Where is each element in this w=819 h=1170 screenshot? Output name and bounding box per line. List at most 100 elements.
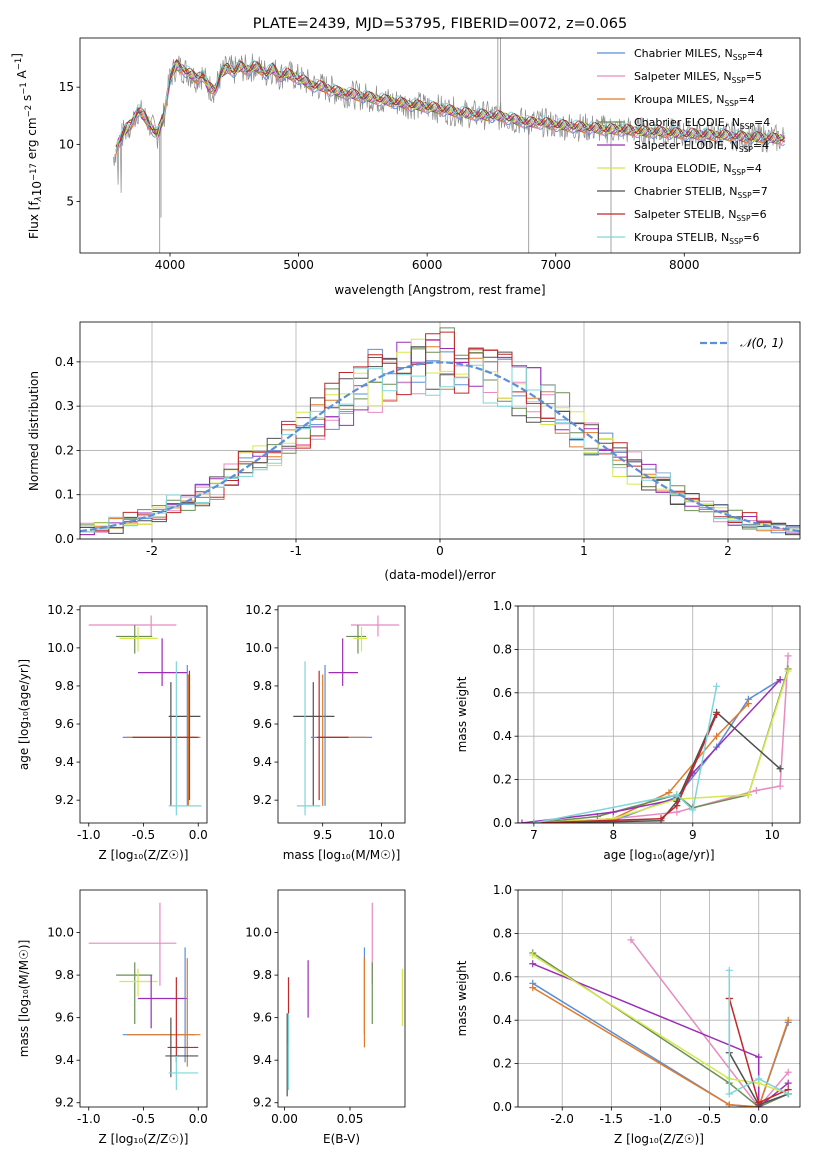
x-tick-label: 8000 [669,258,700,272]
spectrum-ylabel-part: −17 [29,163,39,181]
legend-label-chabrier-miles: Chabrier MILES, NSSP=4 [634,47,763,62]
residuals-xlabel: (data-model)/error [384,568,495,582]
weight-marker-kroupa-elodie [744,791,752,799]
weight-marker-kroupa-miles [665,789,673,797]
legend-sub: SSP [724,99,739,108]
mass_vs_Z-panel: -1.0 -0.5 0.0 9.2 9.4 9.6 9.8 10.0 Z [log₁₀(Z/Z☉… [17,889,208,1146]
y-tick-label: 9.6 [253,1011,272,1025]
mass_vs_ebv-xlabel: E(B-V) [323,1132,360,1146]
spectrum-ylabel-part: A [15,69,29,82]
weight-marker-salpeter-elodie [609,808,617,816]
legend-nssp: =6 [743,231,759,244]
y-tick-label: 10.0 [47,926,74,940]
y-tick-label: 1.0 [493,883,512,897]
residuals-legend-label: 𝒩(0, 1) [740,336,784,350]
spectrum-xlabel: wavelength [Angstrom, rest frame] [334,283,545,297]
y-tick-label: 9.8 [253,679,272,693]
y-tick-label: 10.0 [245,926,272,940]
x-tick-label: -2 [146,544,158,558]
x-tick-label: 4000 [155,258,186,272]
x-tick-label: -1.5 [600,1112,623,1126]
y-tick-label: 5 [66,195,74,209]
legend-label-salpeter-elodie: Salpeter ELODIE, NSSP=4 [634,139,769,154]
mass_vs_ebv-panel-plot-area [286,902,403,1097]
normal-curve [80,361,800,533]
weight-marker-kroupa-miles [529,984,537,992]
legend-label-chabrier-stelib: Chabrier STELIB, NSSP=7 [634,185,768,200]
x-tick-label: 1 [580,544,588,558]
weight_vs_Z-panel-tick-labels: -2.0 -1.5 -1.0 -0.5 0.0 0.0 0.2 0.4 0.6 0.8 1.0 [493,883,768,1126]
x-tick-label: 5000 [283,258,314,272]
y-tick-label: 9.8 [55,968,74,982]
legend-label-kroupa-elodie: Kroupa ELODIE, NSSP=4 [634,162,762,177]
spectrum-model-salpeter-stelib [115,59,785,150]
legend-label-kroupa-stelib: Kroupa STELIB, NSSP=6 [634,231,759,246]
legend-nssp: =4 [754,116,770,129]
x-tick-label: 7000 [540,258,571,272]
histogram-salpeter-stelib [80,331,800,532]
y-tick-label: 10.0 [47,641,74,655]
y-tick-label: 0.0 [55,532,74,546]
spectrum-legend: Chabrier MILES, NSSP=4 Salpeter MILES, NS… [597,47,770,246]
y-tick-label: 10 [59,137,74,151]
y-tick-label: 0.6 [493,970,512,984]
age_vs_mass-panel-tick-labels: 9.5 10.0 9.2 9.4 9.6 9.8 10.0 10.2 [245,603,395,842]
y-tick-label: 9.6 [253,717,272,731]
legend-sub: SSP [739,145,754,154]
x-tick-label: 0.0 [749,1112,768,1126]
legend-nssp: =4 [738,93,754,106]
weight-line-chabrier-elodie [532,952,789,1107]
weight-line-chabrier-miles [533,679,781,823]
x-tick-label: 8 [610,828,618,842]
weight-marker-kroupa-stelib [784,1090,792,1098]
y-tick-label: 9.8 [253,968,272,982]
mass_vs_ebv-panel-frame [277,889,406,1108]
age_vs_Z-panel-plot-area [88,615,202,816]
x-tick-label: 10 [765,828,780,842]
weight_vs_age-panel-tick-labels: 7 8 9 10 0.0 0.2 0.4 0.6 0.8 1.0 [493,599,780,842]
legend-label-salpeter-stelib: Salpeter STELIB, NSSP=6 [634,208,767,223]
mass_vs_Z-panel-plot-area [88,902,201,1090]
weight-line-kroupa-stelib [728,970,789,1096]
x-tick-label: -0.5 [698,1112,721,1126]
legend-label-kroupa-miles: Kroupa MILES, NSSP=4 [634,93,755,108]
weight_vs_age-ylabel: mass weight [455,676,469,752]
spectrum-panel-tick-labels: 4000 5000 6000 7000 8000 5 10 15 [59,80,700,272]
histogram-kroupa-miles [80,346,800,536]
weight-marker-kroupa-miles [744,700,752,708]
y-tick-label: 9.8 [55,679,74,693]
weight-line-kroupa-elodie [532,954,789,1095]
x-tick-label: 2 [724,544,732,558]
legend-sub: SSP [732,76,747,85]
weight-line-chabrier-elodie [533,668,789,823]
weight-marker-salpeter-stelib [755,1099,763,1107]
spectrum-ylabel-part: −2 [24,105,34,118]
legend-nssp: =7 [752,185,768,198]
legend-label-chabrier-elodie: Chabrier ELODIE, NSSP=4 [634,116,770,131]
spectrum-panel: 4000 5000 6000 7000 8000 5 10 15 wavelength [Ang… [10,37,801,297]
spectrum-model-kroupa-stelib [115,59,785,151]
residuals-panel: -2 -1 0 1 2 0.0 0.1 0.2 0.3 0.4 𝒩(0, 1) (data-model… [27,321,801,582]
weight-marker-salpeter-elodie [755,1053,763,1061]
mass_vs_ebv-panel-tick-labels: 0.00 0.05 9.2 9.4 9.6 9.8 10.0 [245,926,363,1126]
weight-marker-salpeter-miles [784,1068,792,1076]
weight_vs_Z-ylabel: mass weight [455,960,469,1036]
y-tick-label: 0.1 [55,488,74,502]
weight-marker-salpeter-miles [673,808,681,816]
age_vs_Z-ylabel: age [log₁₀(age/yr)] [17,659,31,770]
weight_vs_Z-xlabel: Z [log₁₀(Z/Z☉)] [614,1132,704,1146]
y-tick-label: 0.4 [493,729,512,743]
y-tick-label: 9.6 [55,1011,74,1025]
y-tick-label: 0.4 [55,355,74,369]
weight_vs_age-panel-frame [517,605,801,824]
weight_vs_Z-panel-frame [517,889,801,1108]
spectrum-model-salpeter-elodie [115,64,785,147]
x-tick-label: -1.0 [77,828,100,842]
x-tick-label: 0.00 [271,1112,298,1126]
histogram-chabrier-stelib [80,346,800,536]
legend-sub: SSP [729,237,744,246]
age_vs_Z-panel-tick-labels: -1.0 -0.5 0.0 9.2 9.4 9.6 9.8 10.0 10.2 [47,603,208,842]
spectrum-ylabel-part: ] [10,53,24,58]
weight_vs_age-xlabel: age [log₁₀(age/yr)] [603,848,714,862]
weight-marker-salpeter-stelib [657,815,665,823]
